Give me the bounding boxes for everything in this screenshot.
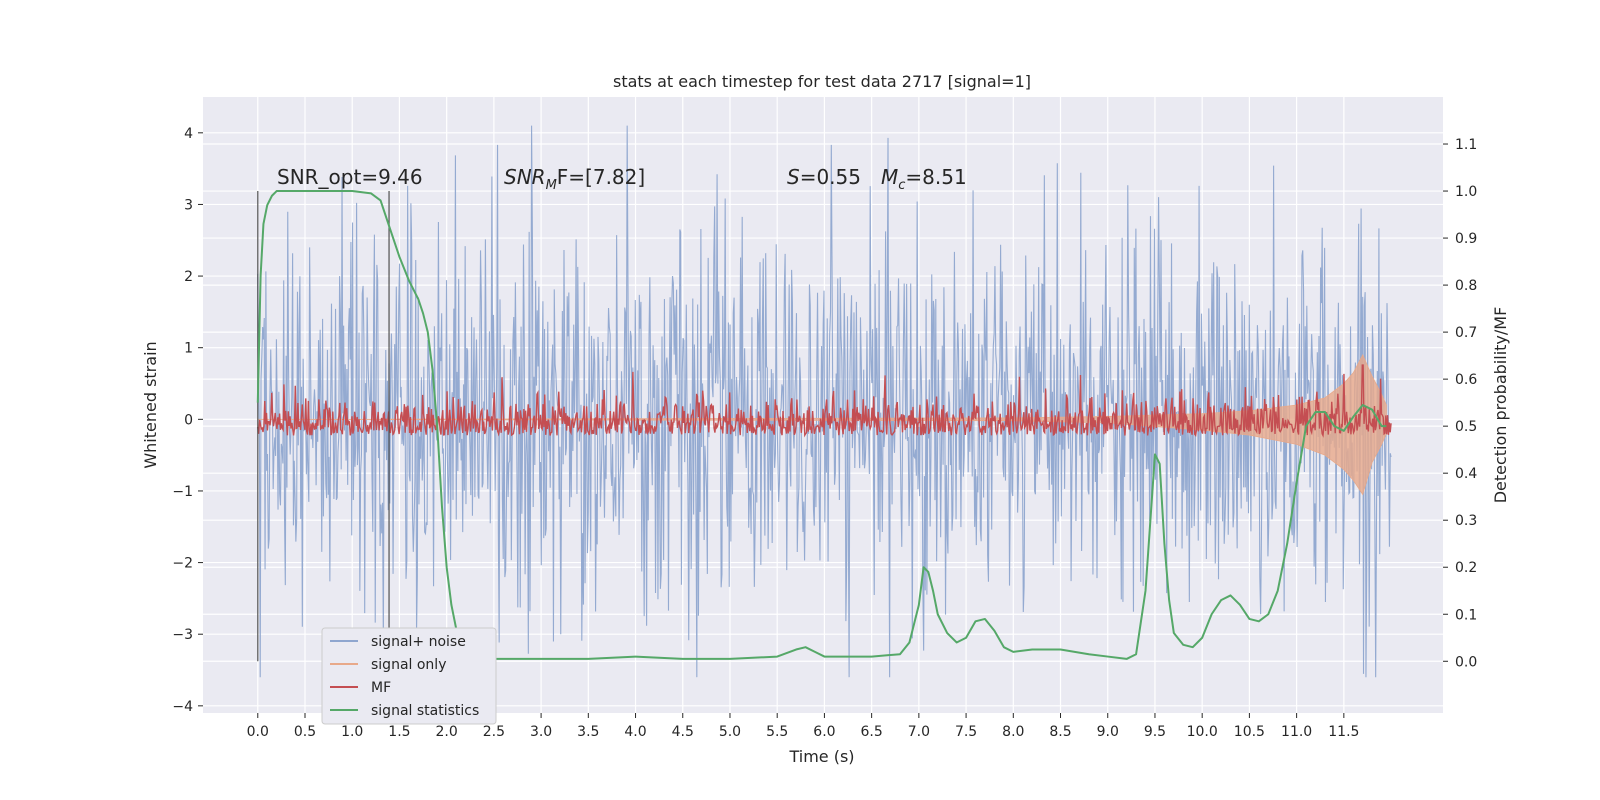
x-tick-label-5: 2.5 — [483, 724, 505, 740]
y2-tick-label-5: 0.5 — [1455, 419, 1477, 435]
legend-label-noise: signal+ noise — [371, 634, 466, 650]
x-tick-label-18: 9.0 — [1097, 724, 1119, 740]
x-tick-label-21: 10.5 — [1234, 724, 1265, 740]
annotation-mc: Mc=8.51 — [881, 165, 967, 193]
y2-tick-label-3: 0.3 — [1455, 513, 1477, 529]
x-tick-label-16: 8.0 — [1002, 724, 1024, 740]
x-axis-ticks: 0.0 0.5 1.0 1.5 2.0 2.5 3.0 3.5 4.0 4.5 5.0 5.5 6.0 6… — [247, 713, 1359, 740]
vertical-lines — [257, 191, 390, 662]
y-tick-label-2: −2 — [172, 556, 193, 572]
annotation-s-rest: =0.55 — [800, 165, 861, 189]
legend-box — [321, 627, 497, 725]
legend-label-stats: signal statistics — [371, 703, 479, 719]
annotation-s: S=0.55 — [787, 165, 861, 189]
y-tick-label-6: 2 — [184, 269, 193, 285]
annotation-s-italic: S — [787, 165, 800, 189]
y2-tick-label-9: 0.9 — [1455, 231, 1477, 247]
annotation-snr-mf-rest: F=[7.82] — [557, 165, 645, 189]
x-tick-label-8: 4.0 — [624, 724, 646, 740]
x-tick-label-3: 1.5 — [388, 724, 410, 740]
y2-tick-label-8: 0.8 — [1455, 278, 1477, 294]
x-tick-label-20: 10.0 — [1187, 724, 1218, 740]
line-mf — [257, 364, 1392, 438]
y-tick-label-4: 0 — [184, 412, 193, 428]
y2-axis-label: Detection probability/MF — [1491, 307, 1510, 504]
x-tick-label-12: 6.0 — [813, 724, 835, 740]
x-tick-label-0: 0.0 — [247, 724, 269, 740]
y-tick-label-1: −3 — [172, 627, 193, 643]
x-tick-label-17: 8.5 — [1049, 724, 1071, 740]
y-tick-label-0: −4 — [172, 699, 193, 715]
series-signal-noise — [257, 125, 1392, 678]
y2-tick-label-7: 0.7 — [1455, 325, 1477, 341]
x-tick-label-6: 3.0 — [530, 724, 552, 740]
x-tick-label-1: 0.5 — [294, 724, 316, 740]
legend-label-signal: signal only — [371, 657, 446, 673]
chart-title: stats at each timestep for test data 271… — [613, 72, 1031, 91]
legend: signal+ noise signal only MF signal stat… — [321, 627, 497, 725]
annotation-snr-mf-sub: M — [546, 178, 557, 193]
y2-tick-label-11: 1.1 — [1455, 137, 1477, 153]
annotation-snr-mf-main: SNR — [504, 165, 546, 189]
x-tick-label-19: 9.5 — [1144, 724, 1166, 740]
annotation-mc-italic: M — [881, 165, 898, 189]
x-tick-label-7: 3.5 — [577, 724, 599, 740]
x-axis-label: Time (s) — [788, 747, 854, 766]
series-mf — [257, 364, 1392, 438]
grid — [203, 97, 1443, 713]
y-tick-label-5: 1 — [184, 341, 193, 357]
x-tick-label-14: 7.0 — [908, 724, 930, 740]
y2-tick-label-0: 0.0 — [1455, 654, 1477, 670]
y2-tick-label-10: 1.0 — [1455, 184, 1477, 200]
line-signal-noise — [257, 125, 1392, 678]
y-axis-label: Whitened strain — [141, 341, 160, 468]
x-tick-label-22: 11.0 — [1281, 724, 1312, 740]
x-tick-label-11: 5.5 — [766, 724, 788, 740]
x-tick-label-15: 7.5 — [955, 724, 977, 740]
y2-tick-label-2: 0.2 — [1455, 560, 1477, 576]
y2-tick-label-1: 0.1 — [1455, 607, 1477, 623]
y-tick-label-3: −1 — [172, 484, 193, 500]
y-axis-ticks: −4 −3 −2 −1 0 1 2 3 4 — [172, 126, 203, 715]
x-tick-label-2: 1.0 — [341, 724, 363, 740]
y-tick-label-8: 4 — [184, 126, 193, 142]
x-tick-label-9: 4.5 — [672, 724, 694, 740]
x-tick-label-23: 11.5 — [1328, 724, 1359, 740]
y2-axis-ticks: 0.0 0.1 0.2 0.3 0.4 0.5 0.6 0.7 0.8 0.9 1.0 1.1 — [1443, 137, 1477, 670]
legend-label-mf: MF — [371, 680, 391, 696]
x-tick-label-4: 2.0 — [436, 724, 458, 740]
annotation-mc-rest: =8.51 — [905, 165, 966, 189]
annotation-mc-sub: c — [898, 178, 905, 193]
line-signal-statistics — [256, 190, 1387, 660]
x-tick-label-13: 6.5 — [861, 724, 883, 740]
annotation-snr-opt: SNR_opt=9.46 — [277, 165, 423, 189]
annotation-snr-mf: SNRMF=[7.82] — [504, 165, 645, 193]
y-tick-label-7: 3 — [184, 197, 193, 213]
series-signal-statistics — [256, 190, 1387, 660]
y2-tick-label-4: 0.4 — [1455, 466, 1477, 482]
x-tick-label-10: 5.0 — [719, 724, 741, 740]
y2-tick-label-6: 0.6 — [1455, 372, 1477, 388]
